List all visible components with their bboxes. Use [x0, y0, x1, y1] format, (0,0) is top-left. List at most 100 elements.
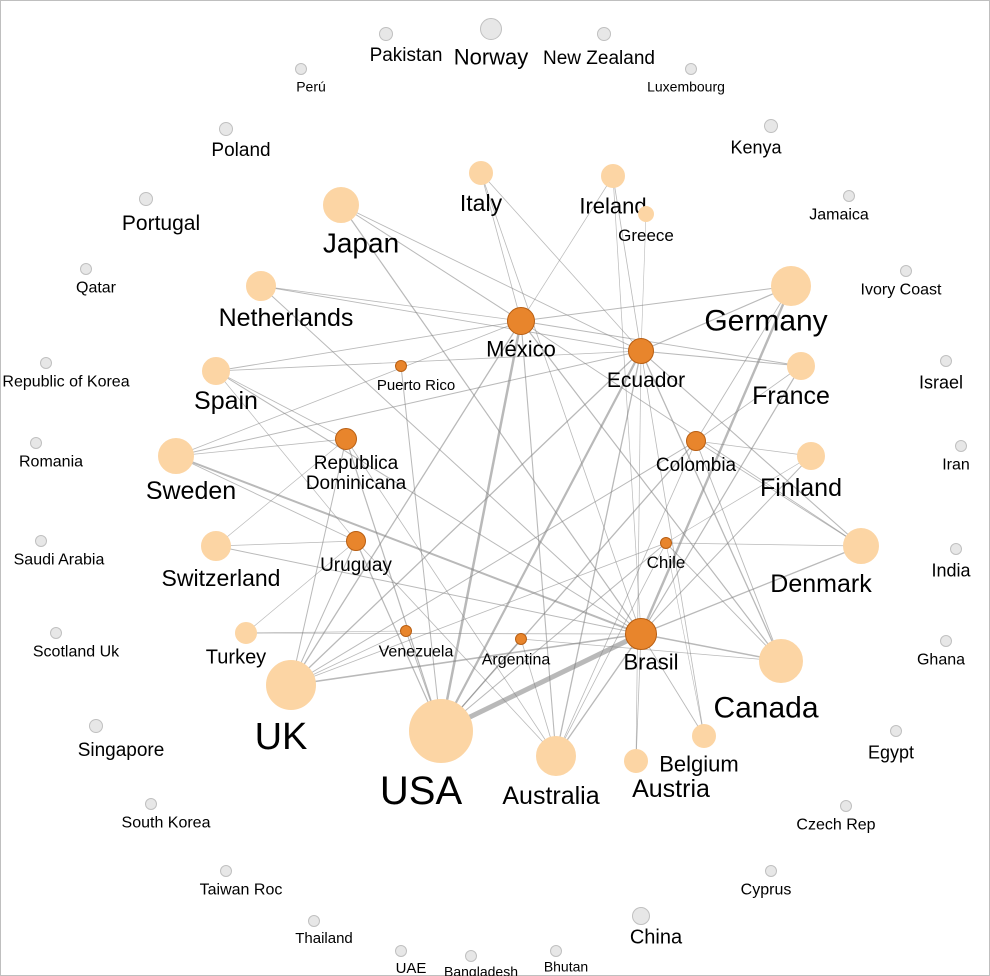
label-canada: Canada	[713, 692, 818, 724]
node-ecuador[interactable]	[628, 338, 654, 364]
label-bhutan: Bhutan	[544, 960, 588, 975]
node-dot	[632, 907, 650, 925]
label-thailand: Thailand	[295, 931, 353, 947]
edge-sweden-brasil	[176, 456, 641, 634]
node-denmark[interactable]	[843, 528, 879, 564]
node-dot	[465, 950, 477, 962]
node-puertorico[interactable]	[395, 360, 407, 372]
node-netherlands[interactable]	[246, 271, 276, 301]
edge-france-ecuador	[641, 351, 801, 366]
node-dot	[692, 724, 716, 748]
node-bangladesh[interactable]	[465, 950, 477, 962]
node-chile[interactable]	[660, 537, 672, 549]
edge-uk-brasil	[291, 634, 641, 685]
node-dot	[685, 63, 697, 75]
node-taiwan[interactable]	[220, 865, 232, 877]
node-finland[interactable]	[797, 442, 825, 470]
node-greece[interactable]	[638, 206, 654, 222]
edge-australia-ecuador	[556, 351, 641, 756]
node-czech[interactable]	[840, 800, 852, 812]
node-mexico[interactable]	[507, 307, 535, 335]
edge-turkey-venezuela	[246, 631, 406, 633]
node-kenya[interactable]	[764, 119, 778, 133]
node-venezuela[interactable]	[400, 625, 412, 637]
label-scotland: Scotland Uk	[33, 645, 119, 662]
label-line: India	[931, 562, 970, 581]
label-line: Sweden	[146, 478, 236, 504]
node-canada[interactable]	[759, 639, 803, 683]
node-argentina[interactable]	[515, 633, 527, 645]
label-turkey: Turkey	[206, 648, 266, 669]
node-jamaica[interactable]	[843, 190, 855, 202]
node-newzealand[interactable]	[597, 27, 611, 41]
node-singapore[interactable]	[89, 719, 103, 733]
node-italy[interactable]	[469, 161, 493, 185]
node-brasil[interactable]	[625, 618, 657, 650]
node-norway[interactable]	[480, 18, 502, 40]
node-portugal[interactable]	[139, 192, 153, 206]
node-switzerland[interactable]	[201, 531, 231, 561]
node-israel[interactable]	[940, 355, 952, 367]
label-line: Australia	[502, 783, 599, 809]
node-repdom[interactable]	[335, 428, 357, 450]
node-dot	[597, 27, 611, 41]
node-china[interactable]	[632, 907, 650, 925]
node-dot	[759, 639, 803, 683]
node-turkey[interactable]	[235, 622, 257, 644]
label-kenya: Kenya	[730, 139, 781, 158]
edge-italy-brasil	[481, 173, 641, 634]
node-uae[interactable]	[395, 945, 407, 957]
node-sweden[interactable]	[158, 438, 194, 474]
node-spain[interactable]	[202, 357, 230, 385]
edge-switzerland-uruguay	[216, 541, 356, 546]
node-southkorea[interactable]	[145, 798, 157, 810]
node-ivorycoast[interactable]	[900, 265, 912, 277]
node-egypt[interactable]	[890, 725, 902, 737]
node-usa[interactable]	[409, 699, 473, 763]
node-cyprus[interactable]	[765, 865, 777, 877]
node-bhutan[interactable]	[550, 945, 562, 957]
node-thailand[interactable]	[308, 915, 320, 927]
node-uruguay[interactable]	[346, 531, 366, 551]
node-france[interactable]	[787, 352, 815, 380]
node-scotland[interactable]	[50, 627, 62, 639]
edge-denmark-chile	[666, 543, 861, 546]
node-austria[interactable]	[624, 749, 648, 773]
label-line: China	[630, 928, 682, 949]
node-japan[interactable]	[323, 187, 359, 223]
node-iran[interactable]	[955, 440, 967, 452]
node-dot	[395, 945, 407, 957]
node-romania[interactable]	[30, 437, 42, 449]
node-saudi[interactable]	[35, 535, 47, 547]
node-colombia[interactable]	[686, 431, 706, 451]
node-dot	[843, 528, 879, 564]
node-belgium[interactable]	[692, 724, 716, 748]
label-australia: Australia	[502, 783, 599, 809]
edge-uk-ecuador	[291, 351, 641, 685]
node-ghana[interactable]	[940, 635, 952, 647]
label-repdom: RepublicaDominicana	[306, 454, 406, 494]
node-dot	[80, 263, 92, 275]
edge-australia-colombia	[556, 441, 696, 756]
node-dot	[266, 660, 316, 710]
node-qatar[interactable]	[80, 263, 92, 275]
label-japan: Japan	[323, 228, 399, 257]
node-germany[interactable]	[771, 266, 811, 306]
node-luxembourg[interactable]	[685, 63, 697, 75]
node-ireland[interactable]	[601, 164, 625, 188]
node-india[interactable]	[950, 543, 962, 555]
label-southkorea: South Korea	[122, 816, 211, 833]
node-dot	[89, 719, 103, 733]
label-line: Romania	[19, 455, 83, 472]
label-line: Ivory Coast	[861, 283, 942, 300]
node-pakistan[interactable]	[379, 27, 393, 41]
node-repkorea[interactable]	[40, 357, 52, 369]
node-uk[interactable]	[266, 660, 316, 710]
label-line: Singapore	[78, 741, 165, 761]
label-line: Israel	[919, 374, 963, 393]
edge-finland-colombia	[696, 441, 811, 456]
node-dot	[158, 438, 194, 474]
node-poland[interactable]	[219, 122, 233, 136]
node-peru[interactable]	[295, 63, 307, 75]
node-australia[interactable]	[536, 736, 576, 776]
